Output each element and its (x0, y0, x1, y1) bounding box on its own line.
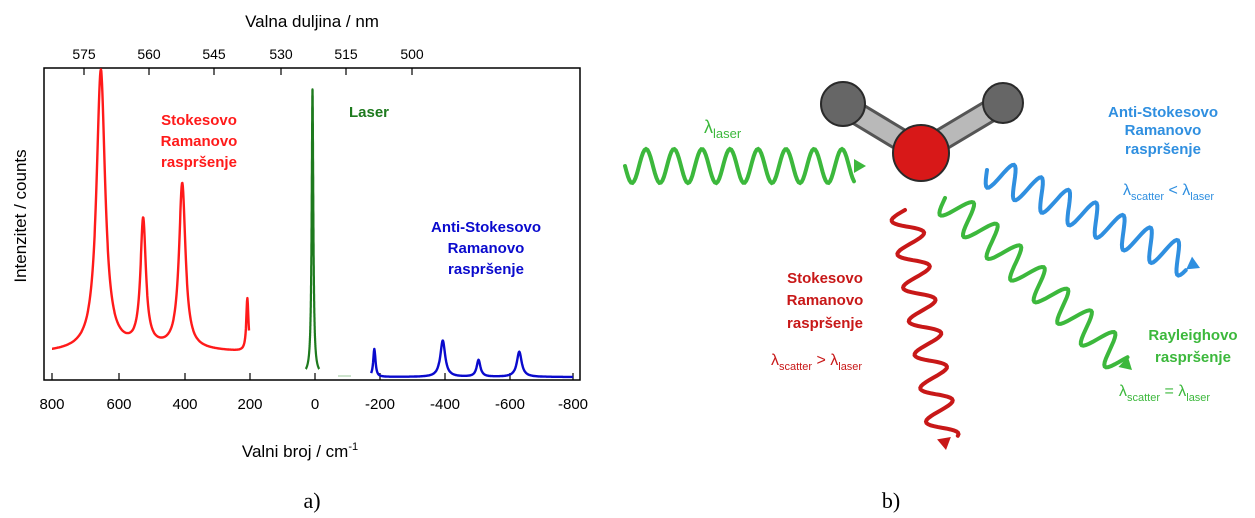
bottom-tick-label: -800 (558, 396, 588, 413)
stokes-label-line: Stokesovo (161, 112, 237, 129)
rayleigh-label-line: raspršenje (1155, 349, 1231, 366)
stokes-label-a: Stokesovo Ramanovo raspršenje (161, 112, 238, 171)
anti-stokes-wave-line (983, 162, 1188, 278)
top-tick-label: 530 (269, 46, 293, 62)
stokes-label-line: Ramanovo (787, 292, 864, 309)
rayleigh-wave (937, 196, 1132, 370)
panel-b: λlaser Anti-Stokesovo Ramanovo raspršenj… (623, 81, 1238, 513)
laser-wave (623, 146, 866, 186)
caption-b: b) (882, 488, 900, 513)
stokes-formula: λscatter > λlaser (771, 352, 862, 373)
anti-stokes-label-b: Anti-Stokesovo Ramanovo raspršenje (1108, 104, 1218, 158)
rayleigh-wave-line (937, 196, 1130, 370)
waves (623, 146, 1200, 450)
laser-wave-arrowhead (854, 159, 866, 173)
stokes-label-line: Stokesovo (787, 270, 863, 287)
bottom-axis-label: Valni broj / cm-1 (242, 441, 358, 461)
anti-stokes-label-line: Anti-Stokesovo (431, 219, 541, 236)
anti-stokes-label-line: raspršenje (1125, 141, 1201, 158)
y-axis-label: Intenzitet / counts (11, 149, 30, 282)
laser-label: Laser (349, 104, 389, 121)
stokes-wave-arrowhead (937, 436, 951, 450)
anti-stokes-label-line: Ramanovo (1125, 122, 1202, 139)
top-ticks (83, 68, 413, 75)
bottom-tick-label: -400 (430, 396, 460, 413)
series-line-stokes (51, 68, 251, 351)
atom-right (982, 82, 1024, 124)
plot-frame (43, 67, 581, 381)
series-line-laser (304, 88, 321, 370)
anti-stokes-wave-arrowhead (1186, 256, 1200, 270)
laser-wave-line (623, 146, 856, 186)
stokes-wave (889, 208, 961, 450)
panel-a: Valna duljina / nm 575 560 545 530 515 5… (11, 12, 588, 513)
anti-stokes-wave (983, 162, 1200, 278)
spectra (51, 68, 574, 379)
anti-stokes-label-a: Anti-Stokesovo Ramanovo raspršenje (431, 219, 541, 278)
top-axis-label: Valna duljina / nm (245, 12, 379, 31)
bottom-tick-label: 400 (172, 396, 197, 413)
laser-lambda-label: λlaser (704, 117, 742, 141)
bottom-tick-label: 600 (106, 396, 131, 413)
bottom-tick-labels: 800 600 400 200 0 -200 -400 -600 -800 (39, 396, 588, 413)
series-line-anti-stokes (369, 339, 574, 379)
rayleigh-wave-arrowhead (1118, 356, 1132, 370)
anti-stokes-formula: λscatter < λlaser (1123, 182, 1214, 203)
bottom-tick-label: 0 (311, 396, 319, 413)
bottom-tick-label: -200 (365, 396, 395, 413)
stokes-label-b: Stokesovo Ramanovo raspršenje (787, 270, 864, 332)
caption-a: a) (303, 488, 320, 513)
top-tick-label: 500 (400, 46, 424, 62)
top-tick-labels: 575 560 545 530 515 500 (72, 46, 424, 62)
top-tick-label: 575 (72, 46, 96, 62)
top-tick-label: 560 (137, 46, 161, 62)
rayleigh-label: Rayleighovo raspršenje (1148, 327, 1237, 366)
bottom-tick-label: 800 (39, 396, 64, 413)
bottom-tick-label: -600 (495, 396, 525, 413)
stokes-wave-line (889, 208, 961, 438)
anti-stokes-label-line: raspršenje (448, 261, 524, 278)
stokes-label-line: Ramanovo (161, 133, 238, 150)
anti-stokes-label-line: Ramanovo (448, 240, 525, 257)
stokes-label-line: raspršenje (787, 315, 863, 332)
anti-stokes-label-line: Anti-Stokesovo (1108, 104, 1218, 121)
bottom-tick-label: 200 (237, 396, 262, 413)
top-tick-label: 545 (202, 46, 226, 62)
rayleigh-formula: λscatter = λlaser (1119, 383, 1210, 404)
atom-left (820, 81, 866, 127)
molecule (820, 81, 1024, 182)
rayleigh-label-line: Rayleighovo (1148, 327, 1237, 344)
stokes-label-line: raspršenje (161, 154, 237, 171)
atom-center (892, 124, 950, 182)
top-tick-label: 515 (334, 46, 358, 62)
